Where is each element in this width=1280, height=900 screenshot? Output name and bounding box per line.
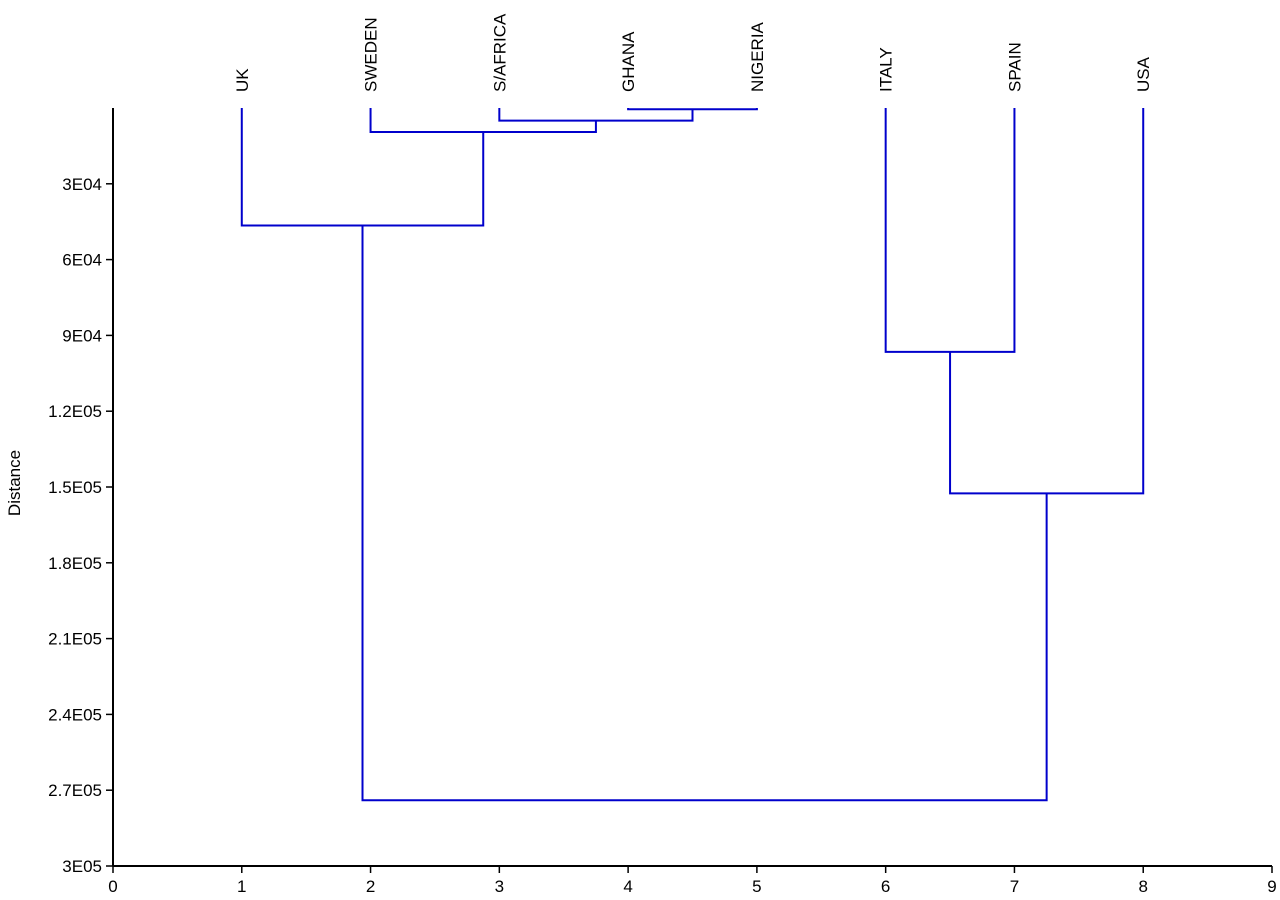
dendrogram-link [498, 108, 694, 122]
chart-axes [112, 108, 1272, 867]
x-tick-label: 4 [623, 877, 632, 896]
dendrogram-link [627, 108, 758, 111]
y-tick-label: 2.4E05 [48, 705, 102, 724]
dendrogram-link [884, 108, 1016, 353]
dendrogram-link [361, 225, 1048, 802]
dendrogram-link [949, 108, 1145, 495]
leaf-label-ghana: GHANA [619, 31, 638, 92]
y-tick-label: 2.7E05 [48, 781, 102, 800]
x-tick-label: 9 [1267, 877, 1276, 896]
x-axis-ticks: 0 1 2 3 4 5 6 7 8 9 [108, 866, 1277, 896]
dendrogram-links [240, 108, 1145, 802]
leaf-label-nigeria: NIGERIA [748, 21, 767, 92]
leaf-label-sweden: SWEDEN [362, 17, 381, 92]
x-tick-label: 0 [108, 877, 117, 896]
x-tick-label: 5 [752, 877, 761, 896]
x-tick-label: 6 [881, 877, 890, 896]
y-tick-label: 1.8E05 [48, 554, 102, 573]
y-tick-label: 6E04 [62, 251, 102, 270]
y-tick-label: 3E05 [62, 857, 102, 876]
y-tick-label: 3E04 [62, 175, 102, 194]
y-tick-label: 1.2E05 [48, 402, 102, 421]
leaf-labels: UK SWEDEN S/AFRICA GHANA NIGERIA ITALY SPAIN US… [233, 13, 1153, 92]
x-tick-label: 2 [366, 877, 375, 896]
x-tick-label: 1 [237, 877, 246, 896]
dendrogram-link [369, 108, 597, 134]
leaf-label-usa: USA [1134, 56, 1153, 92]
x-tick-label: 3 [495, 877, 504, 896]
x-tick-label: 8 [1138, 877, 1147, 896]
y-tick-label: 9E04 [62, 326, 102, 345]
y-tick-label: 2.1E05 [48, 630, 102, 649]
leaf-label-italy: ITALY [877, 47, 896, 92]
y-axis-title: Distance [5, 450, 24, 516]
leaf-label-s-africa: S/AFRICA [490, 13, 509, 92]
x-tick-label: 7 [1010, 877, 1019, 896]
leaf-label-uk: UK [233, 68, 252, 92]
y-axis-ticks: 3E04 6E04 9E04 1.2E05 1.5E05 1.8E05 2.1E05 2.4E… [48, 175, 113, 876]
dendrogram-link [240, 108, 485, 227]
leaf-label-spain: SPAIN [1005, 42, 1024, 92]
y-tick-label: 1.5E05 [48, 478, 102, 497]
